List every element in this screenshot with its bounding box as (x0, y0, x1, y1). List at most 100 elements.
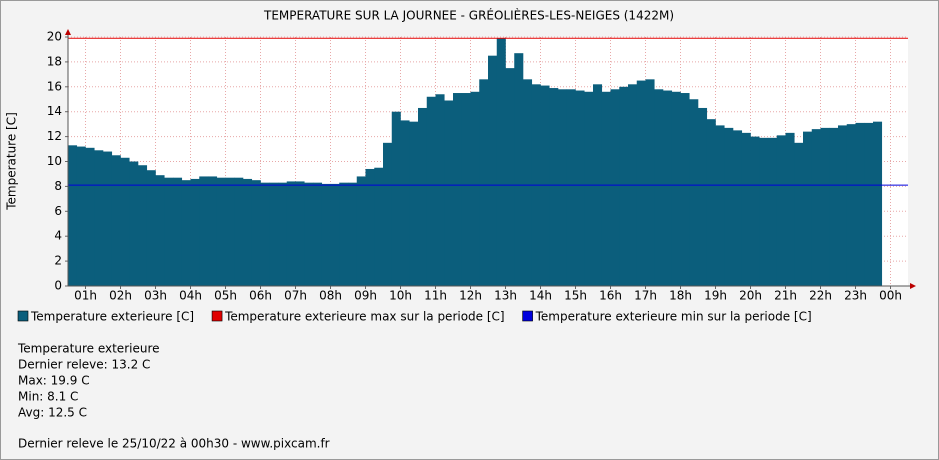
bar (829, 127, 839, 286)
bar (216, 177, 226, 286)
bar (444, 100, 454, 287)
bar (750, 136, 760, 286)
x-tick-label: 16h (599, 289, 622, 303)
y-axis-arrow (65, 29, 71, 35)
y-axis-label: Temperature [C] (5, 112, 19, 211)
bar (645, 79, 655, 286)
x-tick-label: 20h (739, 289, 762, 303)
bar (698, 107, 708, 286)
bar (715, 125, 725, 287)
bar (269, 182, 279, 286)
bar (470, 91, 480, 286)
bar (488, 55, 498, 286)
x-tick-label: 06h (249, 289, 272, 303)
x-tick-label: 17h (634, 289, 657, 303)
bar (514, 53, 524, 287)
bar (820, 127, 830, 286)
bar (619, 86, 629, 286)
bar (610, 89, 620, 286)
bar (120, 157, 130, 286)
bar (278, 182, 288, 286)
bar (348, 182, 358, 286)
y-tick-label: 0 (54, 279, 62, 293)
bar (374, 167, 384, 286)
bar (671, 91, 681, 286)
bar (190, 178, 200, 286)
bar (173, 177, 183, 286)
x-tick-label: 00h (879, 289, 902, 303)
bar (479, 79, 489, 286)
bar (129, 161, 139, 286)
x-tick-label: 22h (809, 289, 832, 303)
bar (225, 177, 235, 286)
bar (409, 121, 419, 286)
y-tick-label: 8 (54, 179, 62, 193)
x-tick-label: 08h (319, 289, 342, 303)
legend-swatch (17, 310, 29, 322)
bar (94, 150, 104, 286)
bar (234, 177, 244, 286)
y-tick-label: 6 (54, 204, 62, 218)
x-tick-label: 03h (144, 289, 167, 303)
bar (776, 135, 786, 286)
info-line: Dernier releve: 13.2 C (18, 358, 150, 372)
y-tick-label: 16 (47, 79, 62, 93)
bar (873, 121, 883, 286)
bar (418, 107, 428, 286)
x-tick-label: 15h (564, 289, 587, 303)
y-tick-label: 4 (54, 229, 62, 243)
bar (243, 178, 253, 286)
bar (855, 122, 865, 286)
chart-title: TEMPERATURE SUR LA JOURNEE - GRÉOLIÈRES-… (263, 8, 674, 23)
bar (575, 90, 585, 286)
x-tick-label: 12h (459, 289, 482, 303)
y-tick-label: 10 (47, 154, 62, 168)
legend-label: Temperature exterieure max sur la period… (224, 310, 505, 324)
x-tick-label: 11h (424, 289, 447, 303)
bar (846, 124, 856, 287)
bar (496, 38, 506, 287)
bar (453, 93, 463, 287)
bar (803, 131, 813, 286)
x-tick-label: 04h (179, 289, 202, 303)
bar (680, 93, 690, 287)
bar (111, 155, 121, 286)
bar (505, 68, 515, 286)
y-tick-label: 18 (47, 54, 62, 68)
bar (76, 146, 86, 286)
bar (260, 182, 270, 286)
x-tick-label: 23h (844, 289, 867, 303)
bar (461, 93, 471, 287)
bar (199, 176, 209, 286)
x-tick-label: 10h (389, 289, 412, 303)
bar (155, 175, 165, 286)
x-axis-arrow (910, 283, 916, 289)
bar (365, 168, 375, 286)
bar (164, 177, 174, 286)
legend-swatch (211, 310, 223, 322)
bar (339, 182, 349, 286)
bar (523, 79, 533, 286)
legend-label: Temperature exterieure [C] (30, 310, 194, 324)
legend-label: Temperature exterieure min sur la period… (535, 310, 812, 324)
bar (85, 147, 95, 286)
bar (330, 183, 340, 286)
legend-swatch (522, 310, 533, 322)
x-tick-label: 14h (529, 289, 552, 303)
info-line: Max: 19.9 C (18, 374, 90, 388)
bar (741, 132, 751, 286)
bar (654, 89, 664, 286)
y-tick-label: 20 (47, 30, 62, 44)
bar (724, 127, 734, 286)
bar (181, 180, 191, 286)
bar (103, 151, 113, 286)
bar (435, 94, 445, 287)
bar (68, 145, 78, 286)
y-tick-label: 14 (47, 104, 62, 118)
bar (400, 120, 410, 286)
x-tick-label: 07h (284, 289, 307, 303)
info-line: Temperature exterieure (17, 342, 160, 356)
x-tick-label: 02h (109, 289, 132, 303)
